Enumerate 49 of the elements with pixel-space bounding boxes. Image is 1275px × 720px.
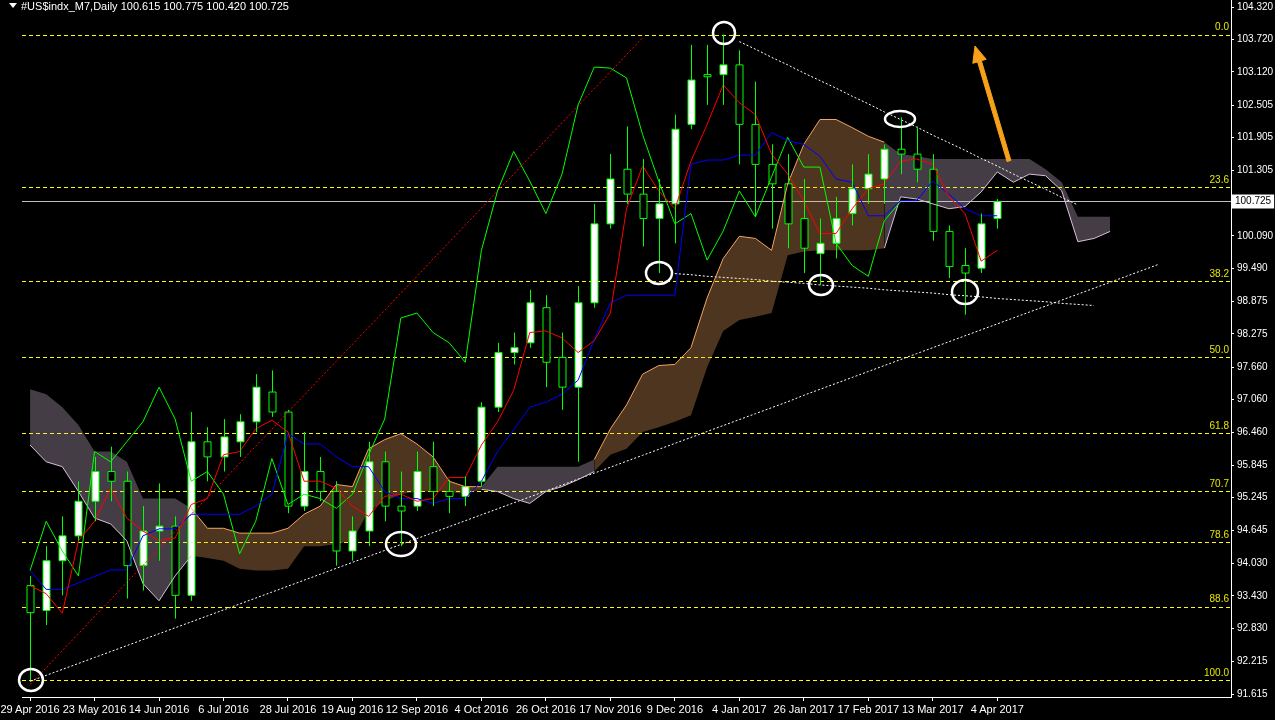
annotation: 23.6 xyxy=(1209,173,1230,185)
y-tick-label: 99.490 xyxy=(1237,261,1269,273)
y-tick-label: 104.320 xyxy=(1237,0,1274,12)
x-tick-label: 29 Apr 2016 xyxy=(0,702,60,715)
y-tick-label: 91.615 xyxy=(1237,687,1269,699)
y-tick-label: 92.215 xyxy=(1237,655,1269,667)
x-tick-label: 4 Apr 2017 xyxy=(970,702,1024,715)
y-tick-label: 94.030 xyxy=(1237,557,1269,569)
x-tick-label: 9 Dec 2016 xyxy=(646,702,703,715)
y-tick-label: 97.660 xyxy=(1237,360,1269,372)
y-tick-label: 96.460 xyxy=(1237,425,1269,437)
ref-line-label: 100.725 xyxy=(1235,195,1272,207)
y-tick-label: 92.830 xyxy=(1237,622,1269,634)
annotation: 50.0 xyxy=(1209,344,1230,356)
y-tick-label: 93.430 xyxy=(1237,589,1269,601)
x-tick-label: 13 Mar 2017 xyxy=(901,702,964,715)
x-tick-label: 17 Nov 2016 xyxy=(579,702,642,715)
x-tick-label: 26 Oct 2016 xyxy=(515,702,576,715)
x-tick-label: 6 Jul 2016 xyxy=(198,702,249,715)
y-tick-label: 98.275 xyxy=(1237,327,1269,339)
y-tick-label: 100.090 xyxy=(1237,229,1274,241)
annotation: 78.6 xyxy=(1209,529,1230,541)
y-tick-label: 98.875 xyxy=(1237,295,1269,307)
x-tick-label: 26 Jan 2017 xyxy=(773,702,835,715)
annotation: 38.2 xyxy=(1209,267,1230,279)
y-tick-label: 102.505 xyxy=(1237,98,1274,110)
x-tick-label: 4 Jan 2017 xyxy=(712,702,767,715)
x-tick-label: 19 Aug 2016 xyxy=(321,702,384,715)
x-tick-label: 4 Oct 2016 xyxy=(454,702,509,715)
line-series xyxy=(738,41,1079,206)
annotation: 88.6 xyxy=(1209,593,1230,605)
y-tick-label: 94.645 xyxy=(1237,523,1269,535)
x-tick-label: 14 Jun 2016 xyxy=(128,702,190,715)
y-tick-label: 95.245 xyxy=(1237,491,1269,503)
y-tick-label: 103.720 xyxy=(1237,33,1274,45)
annotation: 100.0 xyxy=(1203,666,1230,678)
x-tick-label: 12 Sep 2016 xyxy=(385,702,449,715)
y-tick-label: 97.060 xyxy=(1237,393,1269,405)
y-tick-label: 95.845 xyxy=(1237,459,1269,471)
annotation: 0.0 xyxy=(1215,21,1230,33)
x-tick-label: 23 May 2016 xyxy=(62,702,127,715)
x-tick-label: 17 Feb 2017 xyxy=(837,702,900,715)
y-tick-label: 103.120 xyxy=(1237,65,1274,77)
annotation: 61.8 xyxy=(1209,419,1230,431)
x-tick-label: 28 Jul 2016 xyxy=(259,702,317,715)
y-tick-label: 101.905 xyxy=(1237,131,1274,143)
chart-title: #US$indx_M7,Daily 100.615 100.775 100.420 100.725 xyxy=(21,0,289,13)
y-tick-label: 101.305 xyxy=(1237,163,1274,175)
annotation: 70.7 xyxy=(1209,477,1230,489)
